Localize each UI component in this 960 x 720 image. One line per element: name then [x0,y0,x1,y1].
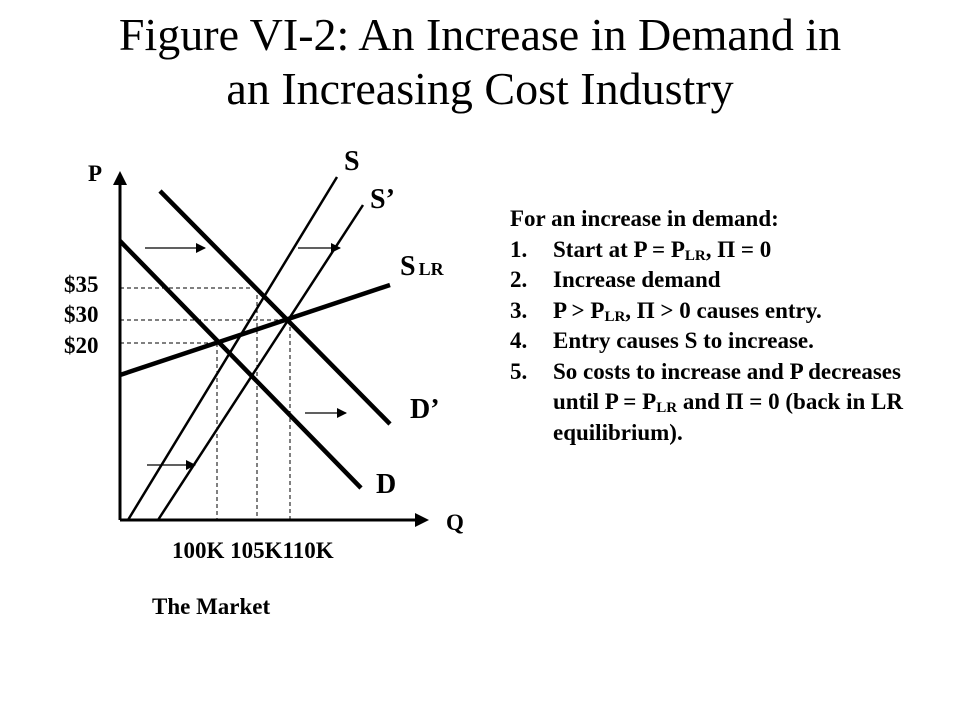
price-label-30: $30 [64,302,99,327]
figure-title: Figure VI-2: An Increase in Demand in an… [0,8,960,116]
notes-item-text: Entry causes S to increase. [553,328,814,353]
notes-item-text: So costs to increase and P decreases unt… [553,358,901,415]
notes-item-number: 5. [510,358,528,384]
notes-item-subscript: LR [684,247,706,264]
label-s-lr-main: S [400,251,416,282]
x-axis-label: Q [446,510,464,535]
notes-item-4: 4. Entry causes S to increase. [510,326,950,357]
price-guides [120,287,291,520]
notes-item-2: 2. Increase demand [510,265,950,296]
notes-item-text-tail: , Π = 0 [705,236,772,262]
notes-item-subscript: LR [656,400,678,416]
notes-item-number: 3. [510,297,528,323]
notes-item-text: P > P [553,297,605,323]
label-s-lr-sub: LR [419,259,445,279]
price-label-35: $35 [64,272,99,297]
notes-item-text-tail: , Π > 0 causes entry. [625,297,822,323]
notes-item-number: 2. [510,267,528,292]
notes-item-3: 3. P > PLR, Π > 0 causes entry. [510,296,950,327]
notes-item-text-tail: and Π = 0 (back in LR equilibrium). [553,389,903,445]
price-label-20: $20 [64,333,99,358]
quantity-labels: 100K 105K110K [172,538,334,563]
y-axis-label: P [88,161,102,186]
supply-curve-s [126,176,339,521]
notes-item-5: 5. So costs to increase and P decreases u… [510,357,950,449]
notes-heading: For an increase in demand: [510,206,779,231]
explanation-notes: For an increase in demand: 1. Start at P … [510,204,950,448]
notes-item-subscript: LR [604,308,626,325]
long-run-supply-curve [119,282,391,378]
notes-item-number: 4. [510,328,528,353]
title-line-2: an Increasing Cost Industry [226,63,734,114]
label-d: D [376,469,396,500]
label-s: S [344,146,360,177]
notes-item-text: Start at P = P [553,236,685,262]
title-line-1: Figure VI-2: An Increase in Demand in [118,9,842,60]
graph-caption: The Market [152,594,271,619]
notes-list: 1. Start at P = PLR, Π = 0 2. Increase dem… [510,235,950,449]
notes-item-number: 1. [510,236,528,262]
label-s-prime: S’ [370,184,395,215]
label-d-prime: D’ [410,394,440,425]
demand-curve-d-prime [158,189,392,426]
demand-curve-d [118,239,363,490]
notes-item-text: Increase demand [553,267,721,292]
notes-item-1: 1. Start at P = PLR, Π = 0 [510,235,950,266]
label-s-lr: S LR [400,251,445,282]
